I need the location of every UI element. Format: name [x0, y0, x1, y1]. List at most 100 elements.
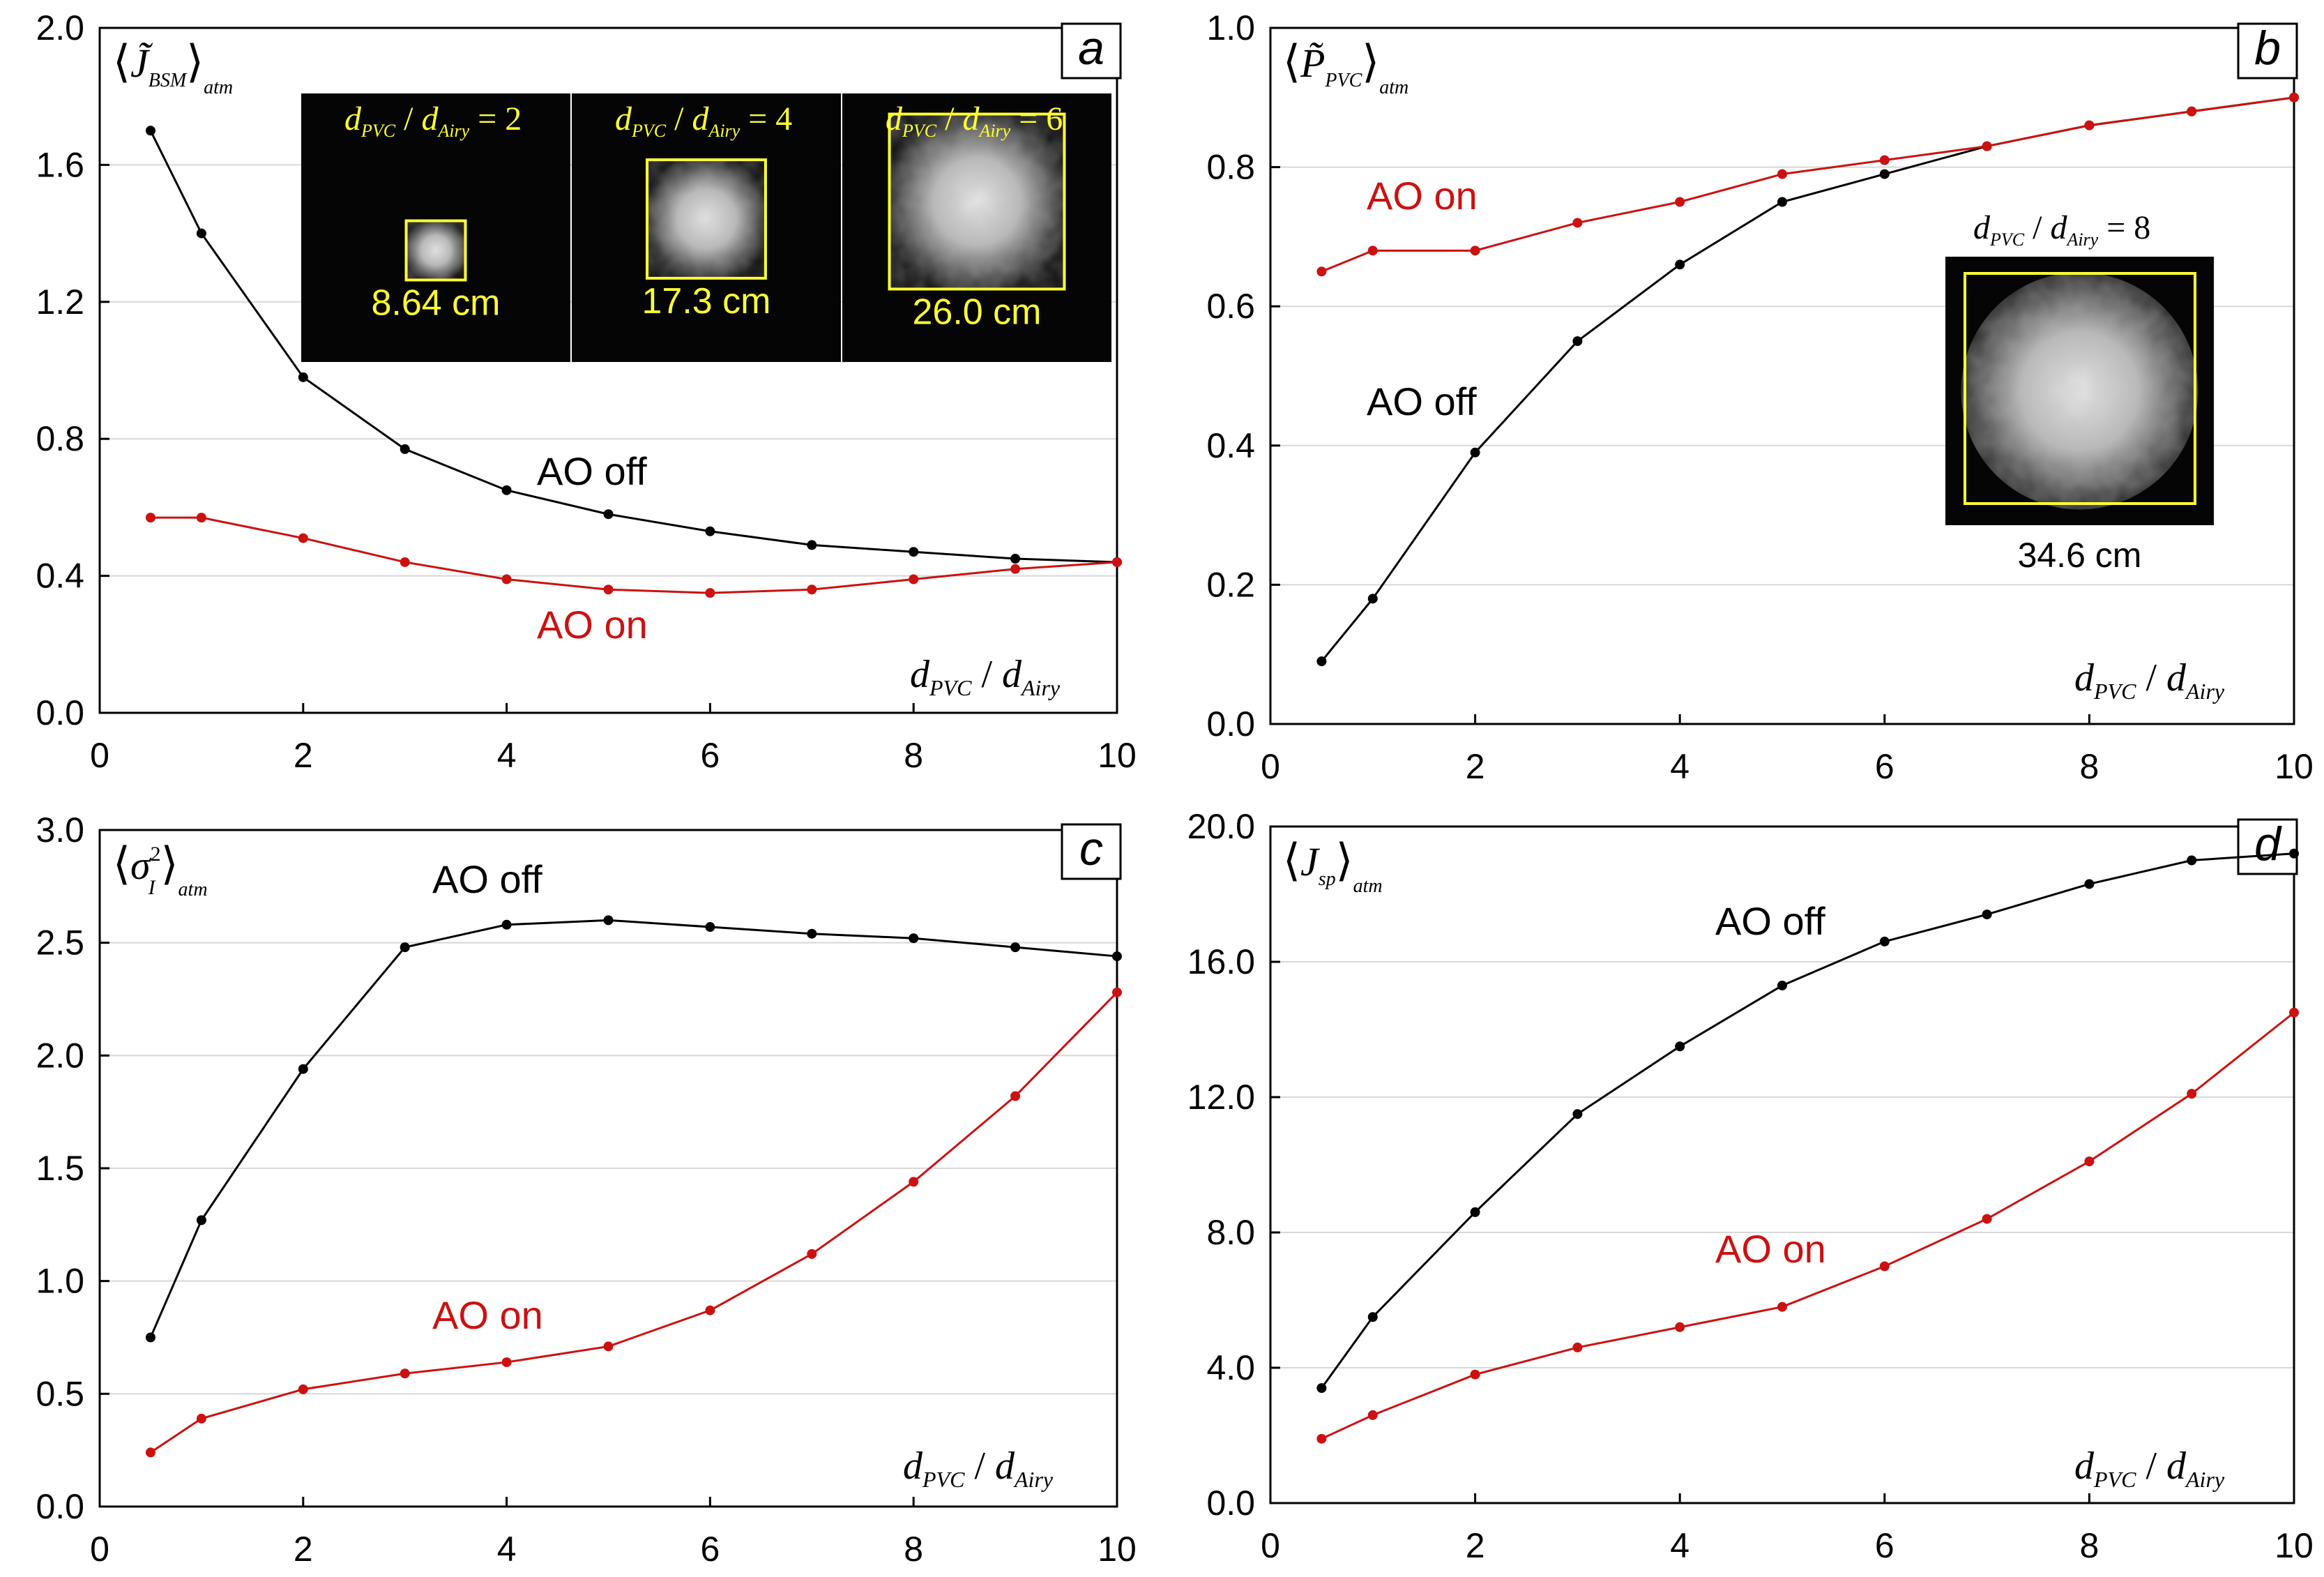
data-point — [145, 1447, 155, 1458]
data-point — [1982, 1214, 1992, 1224]
inset-den-sub: Airy — [707, 121, 740, 141]
y-tick-label: 2.0 — [36, 1036, 84, 1075]
data-point — [1777, 980, 1787, 990]
panel-letter: c — [1079, 822, 1103, 875]
data-point — [909, 547, 919, 557]
plot-frame — [1269, 27, 2295, 725]
y-tick-label: 16.0 — [1187, 942, 1255, 981]
inset-image-2: dPVC / dAiry = 417.3 cm — [572, 93, 841, 362]
inset-num-sub: PVC — [631, 121, 667, 141]
data-point — [705, 588, 715, 598]
x-tick-label: 6 — [1875, 1526, 1894, 1565]
data-point — [2084, 879, 2095, 889]
y-tick-label: 1.5 — [36, 1149, 84, 1188]
data-point — [1675, 197, 1685, 207]
panel-letter-box — [2237, 818, 2298, 875]
data-point — [1572, 1342, 1583, 1352]
data-point — [807, 584, 817, 595]
x-den: d — [2166, 1444, 2187, 1488]
y-tick-label: 20.0 — [1187, 807, 1255, 846]
angle-open: ⟨ — [1283, 37, 1300, 86]
x-tick-label: 4 — [1670, 747, 1689, 786]
y-tick-label: 12.0 — [1187, 1078, 1255, 1117]
inset-sep: / — [2024, 209, 2050, 246]
x-axis-label: dPVC / dAiry — [903, 1444, 1054, 1492]
x-tick-label: 8 — [904, 1530, 923, 1569]
data-point — [1982, 141, 1992, 151]
data-point — [1316, 656, 1327, 667]
inset-label: dPVC / dAiry = 4 — [615, 100, 792, 141]
series-line — [1321, 1011, 2295, 1440]
data-point — [2289, 1007, 2299, 1018]
x-sep: / — [2136, 656, 2166, 700]
data-point — [2084, 1156, 2095, 1167]
inset-num: d — [615, 100, 632, 137]
inset-den-sub: Airy — [436, 121, 469, 141]
inset-caption: 8.64 cm — [372, 282, 501, 323]
data-point — [1675, 1322, 1685, 1332]
angle-open: ⟨ — [113, 839, 130, 889]
x-den-sub: Airy — [2185, 679, 2225, 704]
y-tick-label: 0.0 — [36, 693, 84, 732]
x-num-sub: PVC — [929, 675, 972, 700]
series-label-ao-off: AO off — [432, 857, 542, 901]
data-point — [196, 513, 206, 523]
y-axis-label: ⟨σ2 I ⟩atm — [113, 839, 208, 900]
x-num: d — [2074, 1444, 2095, 1488]
data-point — [2187, 1089, 2197, 1099]
data-point — [2289, 848, 2299, 859]
x-num-sub: PVC — [2093, 1467, 2136, 1492]
series-line — [150, 991, 1118, 1454]
x-tick-label: 2 — [1466, 747, 1485, 786]
y-symbol: σ — [130, 843, 152, 888]
angle-close: ⟩ — [1362, 37, 1379, 86]
data-point — [705, 526, 715, 536]
data-point — [807, 1248, 817, 1259]
data-point — [807, 540, 817, 550]
data-point — [196, 228, 206, 239]
y-tick-label: 4.0 — [1206, 1348, 1255, 1387]
data-point — [501, 919, 512, 930]
chart-panel-d: 0.04.08.012.016.020.00 2 4 6 8 10⟨Jsp⟩atmdPVC… — [1187, 807, 2314, 1565]
data-point — [1316, 266, 1327, 277]
data-point — [2187, 106, 2197, 116]
speckle-texture — [1961, 272, 2198, 510]
x-num-sub: PVC — [922, 1467, 965, 1492]
x-tick-label: 2 — [294, 1530, 313, 1569]
y-axis-label: ⟨Jsp⟩atm — [1283, 836, 1383, 897]
y-tick-label: 2.0 — [36, 8, 84, 47]
x-tick-label: 6 — [700, 1530, 720, 1569]
data-point — [1879, 155, 1890, 165]
data-point — [1470, 1207, 1480, 1217]
inset-den-sub: Airy — [2065, 229, 2098, 250]
data-point — [2289, 92, 2299, 103]
data-point — [145, 126, 155, 136]
y-sup: 2 — [151, 843, 161, 866]
data-point — [1572, 218, 1583, 228]
data-point — [400, 942, 410, 953]
x-tick-label: 10 — [1098, 736, 1137, 775]
inset-image-3: dPVC / dAiry = 626.0 cm — [842, 93, 1111, 362]
inset-eq: = 4 — [740, 100, 792, 137]
inset-sep: / — [395, 100, 421, 137]
x-tick-label: 0 — [1261, 747, 1280, 786]
x-den-sub: Airy — [2185, 1467, 2225, 1492]
x-den: d — [1002, 653, 1022, 696]
data-point — [298, 1064, 308, 1074]
inset-den: d — [421, 100, 439, 137]
data-point — [1982, 910, 1992, 920]
panel-letter-box — [1061, 823, 1122, 880]
data-point — [909, 574, 919, 584]
data-point — [1010, 564, 1021, 574]
y-sub: PVC — [1324, 70, 1362, 91]
series-ao-on — [1316, 1007, 2299, 1444]
inset-label: dPVC / dAiry = 6 — [886, 100, 1063, 141]
y-sub: BSM — [149, 70, 188, 91]
y-sub: sp — [1319, 868, 1336, 890]
data-point — [1367, 246, 1378, 256]
series-line — [149, 919, 1118, 1338]
inset-eq: = 2 — [469, 100, 522, 137]
inset-image-1: dPVC / dAiry = 834.6 cm — [1945, 209, 2214, 575]
data-point — [1010, 1091, 1021, 1101]
data-point — [2187, 855, 2197, 866]
